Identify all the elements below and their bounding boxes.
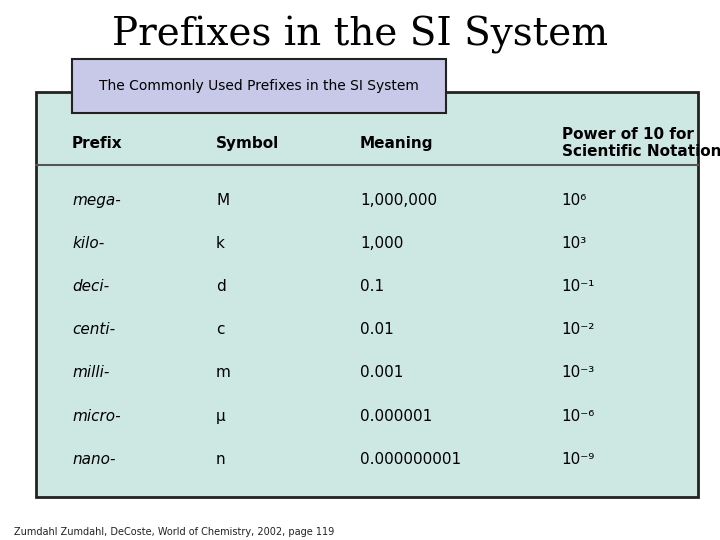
Text: M: M <box>216 193 229 208</box>
Text: m: m <box>216 366 231 381</box>
Text: Meaning: Meaning <box>360 136 433 151</box>
Text: n: n <box>216 451 225 467</box>
Text: 10⁻¹: 10⁻¹ <box>562 279 595 294</box>
Text: 10⁻⁹: 10⁻⁹ <box>562 451 595 467</box>
Text: nano-: nano- <box>72 451 115 467</box>
Text: 10⁶: 10⁶ <box>562 193 587 208</box>
Text: mega-: mega- <box>72 193 121 208</box>
Text: Prefixes in the SI System: Prefixes in the SI System <box>112 16 608 54</box>
Text: μ: μ <box>216 409 225 423</box>
Text: milli-: milli- <box>72 366 109 381</box>
Text: Prefix: Prefix <box>72 136 122 151</box>
Text: 10³: 10³ <box>562 237 587 251</box>
Text: The Commonly Used Prefixes in the SI System: The Commonly Used Prefixes in the SI Sys… <box>99 79 419 93</box>
Text: 1,000,000: 1,000,000 <box>360 193 437 208</box>
FancyBboxPatch shape <box>36 92 698 497</box>
Text: 10⁻²: 10⁻² <box>562 322 595 338</box>
Text: k: k <box>216 237 225 251</box>
Text: 1,000: 1,000 <box>360 237 403 251</box>
Text: 10⁻³: 10⁻³ <box>562 366 595 381</box>
Text: Symbol: Symbol <box>216 136 279 151</box>
Text: micro-: micro- <box>72 409 121 423</box>
Text: 0.01: 0.01 <box>360 322 394 338</box>
Text: 0.000001: 0.000001 <box>360 409 432 423</box>
Text: deci-: deci- <box>72 279 109 294</box>
FancyBboxPatch shape <box>72 59 446 113</box>
Text: kilo-: kilo- <box>72 237 104 251</box>
Text: 0.001: 0.001 <box>360 366 403 381</box>
Text: Zumdahl Zumdahl, DeCoste, World of Chemistry, 2002, page 119: Zumdahl Zumdahl, DeCoste, World of Chemi… <box>14 527 335 537</box>
Text: d: d <box>216 279 226 294</box>
Text: Power of 10 for
Scientific Notation: Power of 10 for Scientific Notation <box>562 127 720 159</box>
Text: 0.000000001: 0.000000001 <box>360 451 461 467</box>
Text: 0.1: 0.1 <box>360 279 384 294</box>
Text: centi-: centi- <box>72 322 115 338</box>
Text: 10⁻⁶: 10⁻⁶ <box>562 409 595 423</box>
Text: c: c <box>216 322 225 338</box>
